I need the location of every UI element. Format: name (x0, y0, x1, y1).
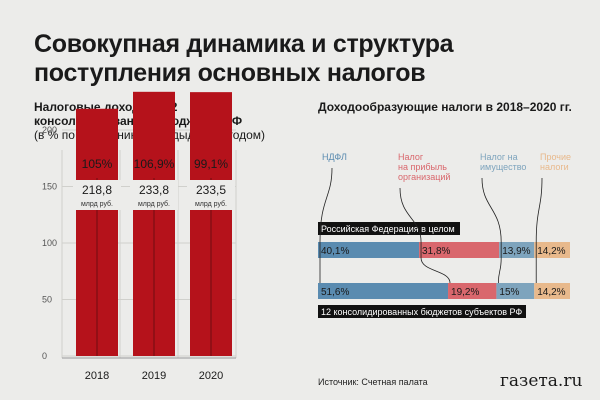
legend-leader (535, 177, 543, 283)
legend-leader (399, 187, 451, 284)
source-note: Источник: Счетная палата (318, 377, 428, 387)
category-label: Российская Федерация в целом (321, 224, 455, 234)
x-tick-label: 2018 (85, 370, 109, 382)
stacked-segment (499, 242, 535, 258)
growth-label: 99,1% (194, 157, 228, 171)
segment-label: 14,2% (537, 287, 565, 298)
y-tick-label: 50 (42, 295, 52, 305)
stacked-segment (318, 283, 449, 299)
legend-leader (481, 177, 502, 284)
value-label-bg (130, 180, 178, 210)
legend-leader (319, 167, 333, 283)
y-tick-label: 100 (42, 238, 57, 248)
stacked-chart-title: Доходообразующие налоги в 2018–2020 гг. (318, 100, 572, 114)
legend-entry: НДФЛ (322, 152, 347, 162)
segment-label: 14,2% (537, 246, 565, 257)
growth-label: 105% (82, 157, 113, 171)
legend-entry: Налог на прибыль организаций (398, 152, 450, 182)
stacked-segment (534, 283, 570, 299)
segment-label: 51,6% (321, 287, 349, 298)
stacked-segment (419, 242, 500, 258)
segment-label: 15% (499, 287, 519, 298)
stacked-segment (534, 242, 570, 258)
category-label-bg (318, 305, 526, 318)
x-tick-label: 2020 (199, 370, 223, 382)
category-label-bg (318, 222, 460, 235)
publisher-logo: газета.ru (500, 371, 583, 391)
stacked-segment (318, 242, 420, 258)
value-label-bg (73, 180, 121, 210)
y-tick-label: 200 (42, 125, 57, 135)
stacked-segment (448, 283, 497, 299)
segment-label: 13,9% (502, 246, 530, 257)
value-label: 218,8 (82, 183, 112, 197)
segment-label: 19,2% (451, 287, 479, 298)
page-title: Совокупная динамика и структура поступле… (34, 30, 454, 87)
y-tick-label: 150 (42, 182, 57, 192)
legend-entry: Налог на имущество (480, 152, 526, 172)
stacked-segment (496, 283, 535, 299)
category-label: 12 консолидированных бюджетов субъектов … (321, 307, 522, 317)
value-unit-label: млрд руб. (138, 200, 170, 208)
growth-label: 106,9% (134, 157, 175, 171)
value-unit-label: млрд руб. (81, 200, 113, 208)
segment-label: 40,1% (321, 246, 349, 257)
value-label-bg (187, 180, 235, 210)
y-tick-label: 0 (42, 351, 47, 361)
value-label: 233,5 (196, 183, 226, 197)
x-tick-label: 2019 (142, 370, 166, 382)
legend-entry: Прочие налоги (540, 152, 571, 172)
value-unit-label: млрд руб. (195, 200, 227, 208)
segment-label: 31,8% (422, 246, 450, 257)
value-label: 233,8 (139, 183, 169, 197)
